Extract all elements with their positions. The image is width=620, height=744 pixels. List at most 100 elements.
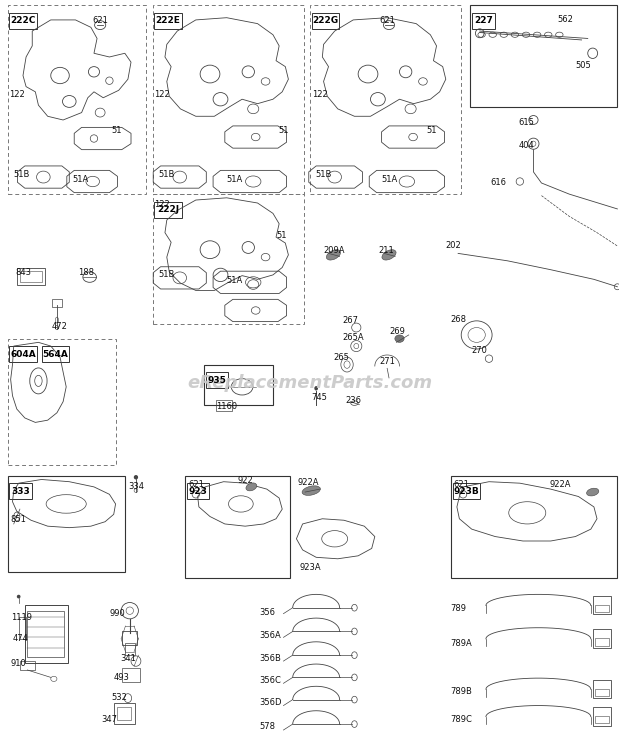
Bar <box>7 339 115 465</box>
Text: 990: 990 <box>109 609 125 618</box>
Text: 564A: 564A <box>42 350 68 359</box>
Text: 222J: 222J <box>157 205 179 214</box>
Bar <box>204 365 273 405</box>
Text: 356D: 356D <box>259 698 282 707</box>
Text: 604A: 604A <box>10 350 36 359</box>
Text: 51B: 51B <box>315 170 331 179</box>
Text: 923A: 923A <box>299 563 321 572</box>
Text: 843: 843 <box>15 268 31 277</box>
Text: 474: 474 <box>12 634 29 643</box>
Text: 51A: 51A <box>381 176 397 185</box>
Bar <box>117 707 131 720</box>
Text: 222E: 222E <box>156 16 180 25</box>
Bar <box>593 629 611 648</box>
Ellipse shape <box>395 335 404 342</box>
Bar <box>312 13 339 29</box>
Bar <box>310 5 461 194</box>
Text: 188: 188 <box>79 268 94 277</box>
Bar <box>19 617 26 639</box>
Text: 51: 51 <box>278 126 288 135</box>
Bar <box>125 644 135 655</box>
Bar <box>122 632 137 645</box>
Text: 356C: 356C <box>259 676 281 684</box>
Bar <box>27 612 64 658</box>
Text: 202: 202 <box>446 241 461 250</box>
Bar <box>187 483 210 499</box>
Text: 923B: 923B <box>453 487 479 496</box>
Text: 532: 532 <box>111 693 127 702</box>
Text: 745: 745 <box>311 393 327 402</box>
Text: 404: 404 <box>518 141 534 150</box>
Text: 122: 122 <box>312 90 327 99</box>
Text: 616: 616 <box>491 178 507 187</box>
Text: 271: 271 <box>379 357 395 366</box>
Ellipse shape <box>326 250 340 260</box>
Text: 923: 923 <box>189 487 208 496</box>
Text: eReplacementParts.com: eReplacementParts.com <box>187 374 433 392</box>
Bar <box>593 707 611 725</box>
Bar <box>595 638 609 646</box>
Bar <box>7 5 146 194</box>
Text: 51B: 51B <box>159 170 175 179</box>
Bar <box>52 299 62 307</box>
Bar <box>9 483 32 499</box>
Text: 265: 265 <box>334 353 349 362</box>
Text: 265A: 265A <box>343 333 365 342</box>
Text: 122: 122 <box>9 90 25 99</box>
Text: 334: 334 <box>128 481 144 490</box>
Text: 562: 562 <box>557 15 573 24</box>
Text: 227: 227 <box>474 16 493 25</box>
Text: 621: 621 <box>454 480 470 489</box>
Text: 347: 347 <box>102 715 117 724</box>
Text: 267: 267 <box>342 316 358 325</box>
Bar <box>216 400 232 411</box>
Text: 51B: 51B <box>159 270 175 279</box>
Text: 211: 211 <box>378 246 394 255</box>
Text: 356A: 356A <box>259 632 281 641</box>
Bar <box>154 13 182 29</box>
Text: 51A: 51A <box>73 176 89 185</box>
Text: 505: 505 <box>575 60 591 70</box>
Bar <box>154 202 182 218</box>
Bar <box>42 346 69 362</box>
Bar <box>20 272 42 281</box>
Bar <box>593 679 611 698</box>
Ellipse shape <box>302 486 321 496</box>
Text: 51A: 51A <box>227 275 243 284</box>
Ellipse shape <box>382 250 396 260</box>
Text: 789C: 789C <box>451 715 472 724</box>
Text: 935: 935 <box>207 376 226 385</box>
Text: 51A: 51A <box>227 176 243 185</box>
Text: 356: 356 <box>259 608 275 617</box>
Bar <box>7 475 125 572</box>
Text: 578: 578 <box>259 722 275 731</box>
Ellipse shape <box>246 483 257 491</box>
Bar <box>593 596 611 615</box>
Bar <box>122 669 140 682</box>
Text: 51: 51 <box>276 231 286 240</box>
Text: 621: 621 <box>188 480 204 489</box>
Text: 621: 621 <box>379 16 396 25</box>
Bar <box>9 13 37 29</box>
Ellipse shape <box>134 475 138 479</box>
Text: 356B: 356B <box>259 653 281 663</box>
Text: 789B: 789B <box>451 687 472 696</box>
Bar <box>471 5 618 106</box>
Ellipse shape <box>17 594 20 598</box>
Text: 222G: 222G <box>312 16 339 25</box>
Text: 341: 341 <box>120 653 136 663</box>
Ellipse shape <box>587 488 599 496</box>
Text: 268: 268 <box>451 315 467 324</box>
Text: 122: 122 <box>154 200 170 209</box>
Text: 222C: 222C <box>11 16 36 25</box>
Bar <box>17 269 45 284</box>
Text: 1119: 1119 <box>11 613 32 622</box>
Text: 270: 270 <box>472 346 487 355</box>
Text: 621: 621 <box>93 16 108 25</box>
Text: 269: 269 <box>389 327 405 336</box>
Text: 910: 910 <box>11 659 27 669</box>
Text: 209A: 209A <box>324 246 345 255</box>
Text: 493: 493 <box>113 673 130 682</box>
Text: 1160: 1160 <box>216 402 237 411</box>
Bar <box>472 13 495 29</box>
